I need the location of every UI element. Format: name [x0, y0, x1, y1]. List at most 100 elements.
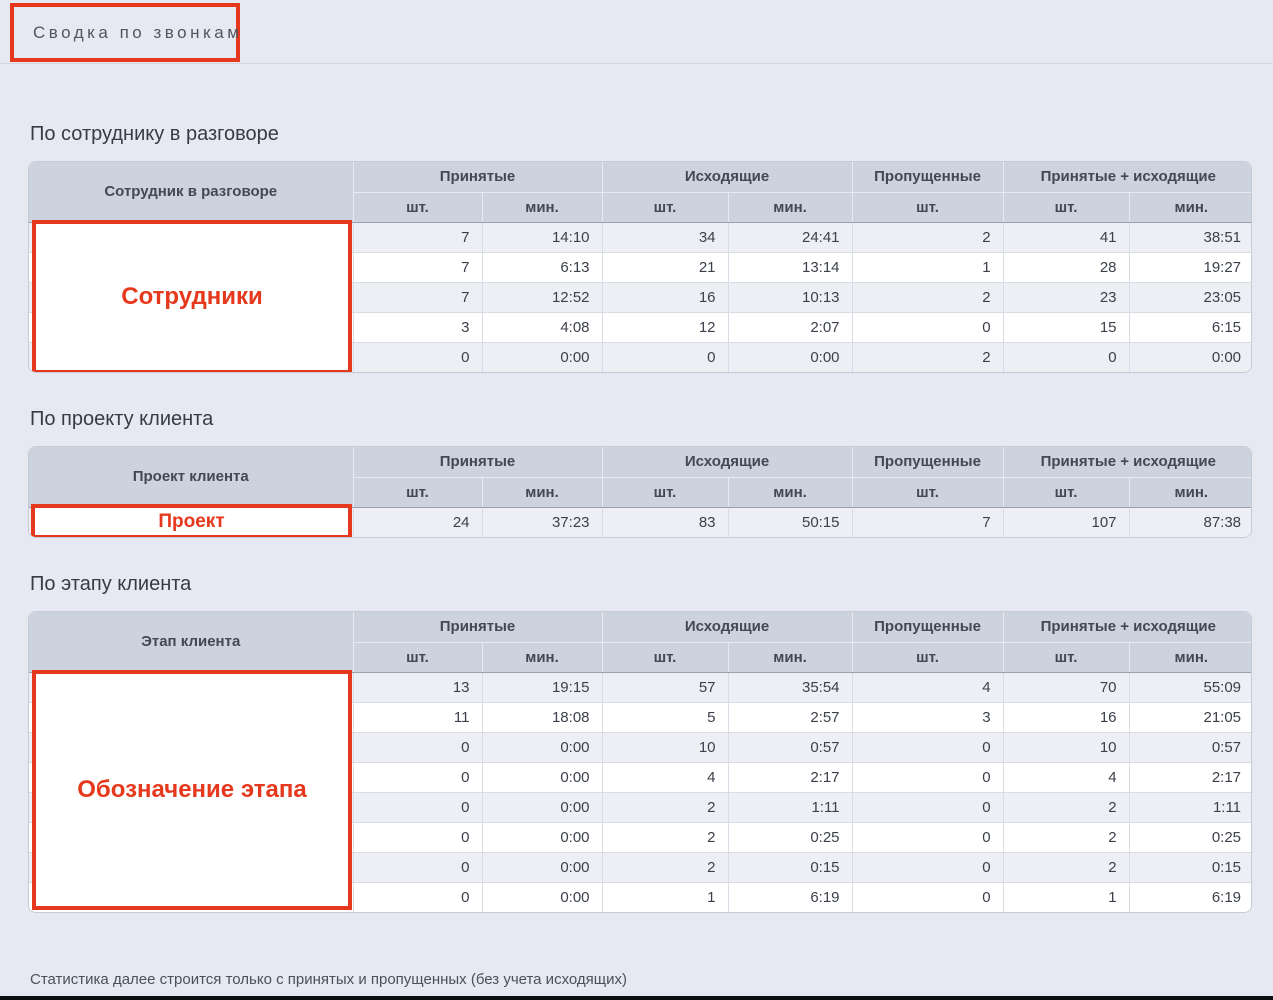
table-cell: 7 [353, 222, 482, 252]
table-cell: 0:00 [482, 342, 602, 372]
table-cell: 2 [602, 792, 728, 822]
table-cell: 83 [602, 507, 728, 537]
subheader-minutes: мин. [482, 477, 602, 507]
group-header-outgoing: Исходящие [602, 612, 852, 642]
subheader-count: шт. [1003, 477, 1129, 507]
table-cell: 2 [602, 852, 728, 882]
table-cell: 0 [602, 342, 728, 372]
table-cell: 7 [353, 282, 482, 312]
group-header-received-plus-outgoing: Принятые + исходящие [1003, 162, 1252, 192]
section-heading-stage: По этапу клиента [30, 570, 1252, 598]
table-cell: 24:41 [728, 222, 852, 252]
subheader-minutes: мин. [728, 642, 852, 672]
table-cell: 37:23 [482, 507, 602, 537]
subheader-minutes: мин. [1129, 192, 1252, 222]
group-header-missed: Пропущенные [852, 447, 1003, 477]
redaction-box-employees: Сотрудники [32, 220, 352, 373]
subheader-minutes: мин. [1129, 642, 1252, 672]
table-cell: 55:09 [1129, 672, 1252, 702]
table-cell: 18:08 [482, 702, 602, 732]
table-cell: 0 [852, 762, 1003, 792]
table-cell: 11 [353, 702, 482, 732]
title-band: Сводка по звонкам [0, 0, 1273, 64]
table-cell: 38:51 [1129, 222, 1252, 252]
table-cell: 50:15 [728, 507, 852, 537]
table-cell: 1 [602, 882, 728, 912]
table-cell: 13:14 [728, 252, 852, 282]
table-cell: 16 [1003, 702, 1129, 732]
table-cell: 19:15 [482, 672, 602, 702]
subheader-count: шт. [602, 477, 728, 507]
table-cell: 0:00 [482, 852, 602, 882]
footer-note: Статистика далее строится только с приня… [30, 971, 1252, 988]
table-cell: 7 [852, 507, 1003, 537]
subheader-count: шт. [602, 642, 728, 672]
title-redaction-box: Сводка по звонкам [10, 3, 240, 62]
group-header-missed: Пропущенные [852, 162, 1003, 192]
table-cell: 0:25 [728, 822, 852, 852]
table-cell: 107 [1003, 507, 1129, 537]
table-cell: 24 [353, 507, 482, 537]
group-header-missed: Пропущенные [852, 612, 1003, 642]
table-cell: 2 [1003, 792, 1129, 822]
table-cell: 0 [353, 792, 482, 822]
table-cell: 2:57 [728, 702, 852, 732]
table-cell: 0:00 [482, 822, 602, 852]
table-cell: 14:10 [482, 222, 602, 252]
table-header: Сотрудник в разговоре Принятые Исходящие… [29, 162, 1252, 222]
table-cell: 2:17 [1129, 762, 1252, 792]
table-cell: 0 [852, 852, 1003, 882]
table-cell: 2 [852, 342, 1003, 372]
subheader-count: шт. [353, 192, 482, 222]
table-cell: 0 [852, 732, 1003, 762]
table-cell: 10 [1003, 732, 1129, 762]
subheader-count: шт. [353, 642, 482, 672]
table-cell: 0 [353, 882, 482, 912]
project-table-wrap: Проект клиента Принятые Исходящие Пропущ… [28, 446, 1252, 538]
table-cell: 0:57 [728, 732, 852, 762]
table-cell: 0:00 [482, 732, 602, 762]
table-cell: 41 [1003, 222, 1129, 252]
table-cell: 2 [852, 222, 1003, 252]
table-cell: 0:00 [482, 882, 602, 912]
table-cell: 2 [852, 282, 1003, 312]
table-cell: 6:13 [482, 252, 602, 282]
subheader-count: шт. [602, 192, 728, 222]
table-cell: 0 [852, 822, 1003, 852]
table-cell: 4:08 [482, 312, 602, 342]
subheader-minutes: мин. [482, 192, 602, 222]
subheader-minutes: мин. [728, 192, 852, 222]
table-cell: 0 [353, 732, 482, 762]
table-cell: 6:19 [1129, 882, 1252, 912]
table-cell: 19:27 [1129, 252, 1252, 282]
table-cell: 3 [852, 702, 1003, 732]
table-cell: 0 [1003, 342, 1129, 372]
table-cell: 3 [353, 312, 482, 342]
table-cell: 1 [852, 252, 1003, 282]
table-header: Проект клиента Принятые Исходящие Пропущ… [29, 447, 1252, 507]
group-header-received: Принятые [353, 612, 602, 642]
table-cell: 0:00 [1129, 342, 1252, 372]
table-cell: 21 [602, 252, 728, 282]
table-cell: 0 [353, 342, 482, 372]
group-header-received-plus-outgoing: Принятые + исходящие [1003, 612, 1252, 642]
table-cell: 0 [852, 792, 1003, 822]
group-header-outgoing: Исходящие [602, 447, 852, 477]
subheader-minutes: мин. [728, 477, 852, 507]
table-cell: 0:00 [482, 792, 602, 822]
table-cell: 4 [1003, 762, 1129, 792]
table-cell: 6:15 [1129, 312, 1252, 342]
table-cell: 6:19 [728, 882, 852, 912]
group-header-received: Принятые [353, 162, 602, 192]
section-heading-employees: По сотруднику в разговоре [30, 120, 1252, 148]
table-cell: 0:00 [728, 342, 852, 372]
table-cell: 57 [602, 672, 728, 702]
table-cell: 23 [1003, 282, 1129, 312]
table-cell: 0:25 [1129, 822, 1252, 852]
report-content: По сотруднику в разговоре Сотрудник в ра… [0, 120, 1273, 988]
table-cell: 0:57 [1129, 732, 1252, 762]
table-cell: 2 [1003, 822, 1129, 852]
table-cell: 28 [1003, 252, 1129, 282]
table-cell: 87:38 [1129, 507, 1252, 537]
group-header-received-plus-outgoing: Принятые + исходящие [1003, 447, 1252, 477]
